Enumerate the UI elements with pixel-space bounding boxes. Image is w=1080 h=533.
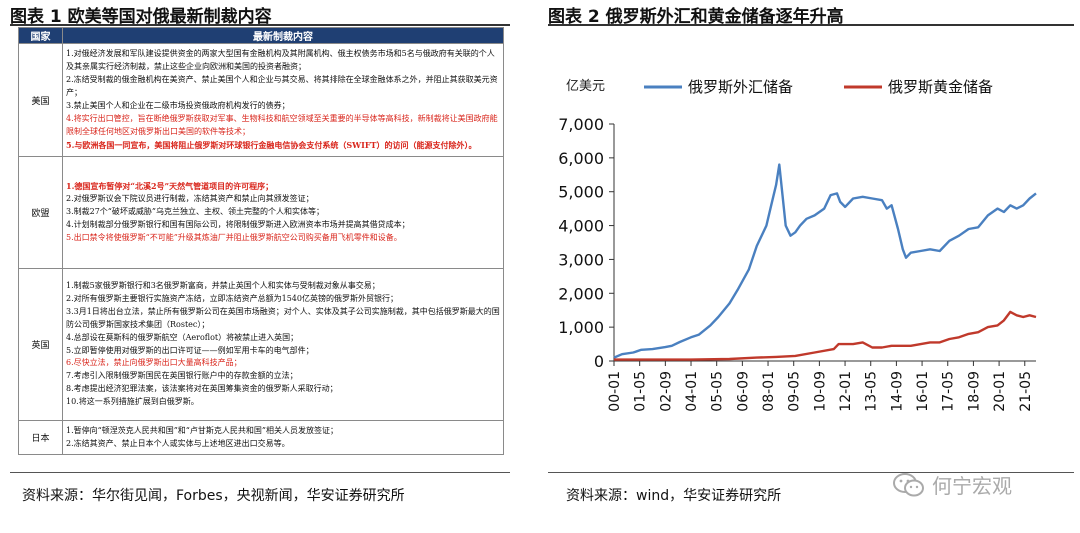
header-content: 最新制裁内容 [62, 27, 504, 44]
x-tick-label: 04-01 [684, 371, 700, 412]
sanction-item: 2.对俄罗斯议会下院议员进行制裁，冻结其资产和禁止向其颁发签证； [66, 194, 314, 204]
sanction-items-cell: 1.德国宣布暂停对“北溪2号”天然气管道项目的许可程序； 2.对俄罗斯议会下院议员… [62, 156, 504, 269]
sanction-item: 3.禁止美国个人和企业在二级市场投资俄政府机构发行的债券； [66, 101, 290, 110]
sanction-item: 2.冻结受制裁的俄金融机构在美资产、禁止美国个人和企业与其交易、将其排除在全球金… [66, 75, 498, 98]
sanction-item: 1.德国宣布暂停对“北溪2号”天然气管道项目的许可程序； [66, 181, 274, 192]
figure-2-source: 资料来源：wind，华安证券研究所 [566, 488, 782, 504]
legend-label-fx: 俄罗斯外汇储备 [688, 78, 793, 96]
y-tick-label: 5,000 [558, 183, 604, 202]
sanction-item: 7.考虑引入限制俄罗斯国民在英国银行账户中的存款金额的立法； [66, 371, 298, 381]
table-body: 美国 1.对俄经济发展和军队建设提供资金的两家大型国有金融机构及其附属机构、俄主权… [18, 43, 504, 455]
x-tick-label: 06-09 [735, 371, 751, 412]
table-row: 欧盟 1.德国宣布暂停对“北溪2号”天然气管道项目的许可程序； 2.对俄罗斯议会下院… [18, 156, 504, 269]
y-unit-label: 亿美元 [566, 79, 605, 94]
sanctions-table: 国家 最新制裁内容 美国 1.对俄经济发展和军队建设提供资金的两家大型国有金融机构… [18, 27, 504, 455]
x-tick-label: 13-05 [864, 371, 880, 412]
figure-2-title: 图表 2 俄罗斯外汇和黄金储备逐年升高 [548, 7, 844, 27]
legend-label-gold: 俄罗斯黄金储备 [888, 78, 993, 96]
sanction-item: 5.与欧洲各国一同宣布，美国将阻止俄罗斯对环球银行金融电信协会支付系统（SWIF… [66, 139, 477, 150]
country-cell: 日本 [18, 420, 63, 455]
x-tick-label: 02-09 [658, 371, 674, 412]
sanction-item: 5.立即暂停使用对俄罗斯的出口许可证——例如军用卡车的电气部件； [66, 345, 314, 355]
x-tick-label: 10-09 [812, 371, 828, 412]
x-tick-label: 16-01 [915, 371, 931, 412]
watermark-text: 何宁宏观 [932, 474, 1012, 498]
sanction-item: 3.制裁27个“破坏或威胁”乌克兰独立、主权、领土完整的个人和实体等； [66, 207, 324, 217]
sanction-item: 2.对所有俄罗斯主要银行实施资产冻结，立即冻结资产总额为1540亿英镑的俄罗斯外… [66, 293, 398, 303]
x-tick-label: 09-05 [787, 371, 803, 412]
sanction-items-cell: 1.暂停向“顿涅茨克人民共和国”和“卢甘斯克人民共和国”相关人员发放签证； 2.冻… [62, 420, 504, 455]
x-tick-label: 21-05 [1018, 371, 1034, 412]
x-tick-label: 17-05 [941, 371, 957, 412]
sanction-item: 5.出口禁令将使俄罗斯“不可能”升级其炼油厂并阻止俄罗斯航空公司购买备用飞机零件… [66, 232, 402, 242]
sanction-item: 2.冻结其资产、禁止日本个人或实体与上述地区进出口交易等。 [66, 438, 290, 448]
x-tick-label: 18-09 [966, 371, 982, 412]
y-tick-label: 0 [594, 352, 604, 371]
y-tick-label: 2,000 [558, 284, 604, 303]
figure-2-bottom-rule [548, 472, 1074, 473]
sanction-item: 1.对俄经济发展和军队建设提供资金的两家大型国有金融机构及其附属机构、俄主权债务… [66, 49, 495, 72]
reserves-line-chart: 亿美元 俄罗斯外汇储备 俄罗斯黄金储备 0 1,000 2,000 3,000 4,000 5,… [558, 78, 1037, 412]
sanction-item: 1.制裁5家俄罗斯银行和3名俄罗斯富商，并禁止英国个人和实体与受制裁对象从事交易… [66, 280, 380, 290]
y-tick-label: 6,000 [558, 149, 604, 168]
sanction-items-cell: 1.对俄经济发展和军队建设提供资金的两家大型国有金融机构及其附属机构、俄主权债务… [62, 43, 504, 157]
figure-1-bottom-rule [10, 472, 510, 473]
x-tick-label: 14-09 [889, 371, 905, 412]
table-row: 英国 1.制裁5家俄罗斯银行和3名俄罗斯富商，并禁止英国个人和实体与受制裁对象从事… [18, 268, 504, 421]
sanction-item: 3.3月1日将出台立法，禁止所有俄罗斯公司在英国市场融资；对个人、实体及其子公司… [66, 306, 500, 329]
x-tick-label: 20-01 [992, 371, 1008, 412]
sanction-item: 1.暂停向“顿涅茨克人民共和国”和“卢甘斯克人民共和国”相关人员发放签证； [66, 425, 338, 435]
sanction-item: 4.计划制裁部分俄罗斯银行和国有国际公司，将限制俄罗斯进入欧洲资本市场并提高其借… [66, 219, 410, 229]
table-header-row: 国家 最新制裁内容 [18, 27, 504, 44]
sanction-item: 6.尽快立法，禁止向俄罗斯出口大量高科技产品； [66, 358, 242, 368]
y-tick-label: 3,000 [558, 250, 604, 269]
y-tick-label: 1,000 [558, 318, 604, 337]
figure-1-title: 图表 1 欧美等国对俄最新制裁内容 [10, 7, 272, 27]
table-row: 日本 1.暂停向“顿涅茨克人民共和国”和“卢甘斯克人民共和国”相关人员发放签证； 2… [18, 420, 504, 455]
country-cell: 欧盟 [18, 156, 63, 269]
figure-1-title-rule [10, 24, 510, 26]
series-line-gold-reserves [614, 310, 1037, 361]
wechat-icon [893, 472, 924, 496]
sanction-items-cell: 1.制裁5家俄罗斯银行和3名俄罗斯富商，并禁止英国个人和实体与受制裁对象从事交易… [62, 268, 504, 421]
x-tick-label: 12-01 [838, 371, 854, 412]
table-row: 美国 1.对俄经济发展和军队建设提供资金的两家大型国有金融机构及其附属机构、俄主权… [18, 43, 504, 157]
figure-1-source: 资料来源：华尔街见闻，Forbes，央视新闻，华安证券研究所 [22, 488, 405, 504]
wechat-watermark: 何宁宏观 [892, 470, 1012, 499]
x-tick-label: 00-01 [607, 371, 623, 412]
sanction-item: 10.将这一系列措施扩展到白俄罗斯。 [66, 397, 199, 407]
sanction-item: 8.考虑提出经济犯罪法案，该法案将对在英国筹集资金的俄罗斯人采取行动； [66, 384, 338, 394]
x-tick-label: 01-05 [633, 371, 649, 412]
series-line-fx-reserves [613, 163, 1037, 359]
sanction-item: 4.总部设在莫斯科的俄罗斯航空（Aeroflot）将被禁止进入英国； [66, 332, 299, 342]
y-tick-label: 7,000 [558, 115, 604, 134]
header-country: 国家 [18, 27, 63, 44]
figure-2-title-rule [548, 24, 1074, 26]
country-cell: 英国 [18, 268, 63, 421]
y-tick-label: 4,000 [558, 217, 604, 236]
x-tick-label: 08-01 [761, 371, 777, 412]
country-cell: 美国 [18, 43, 63, 157]
sanction-item: 4.将实行出口管控，旨在断绝俄罗斯获取对军事、生物科技和航空领域至关重要的半导体… [66, 113, 498, 136]
x-tick-label: 05-05 [710, 371, 726, 412]
